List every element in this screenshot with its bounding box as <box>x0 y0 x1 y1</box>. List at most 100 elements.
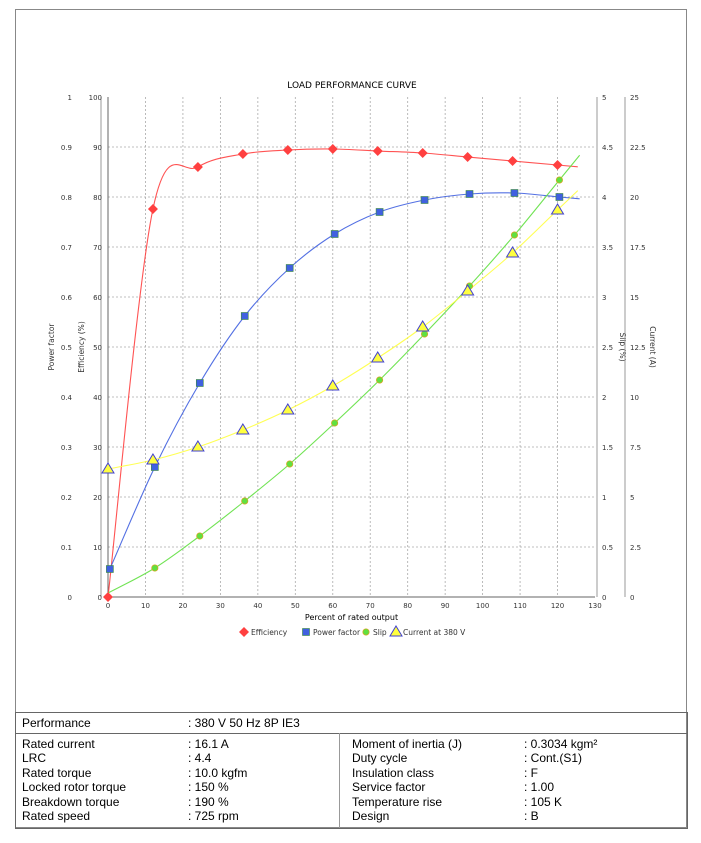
pf-axis-label: Power factor <box>47 323 56 371</box>
x-tick-label: 40 <box>253 602 262 610</box>
data-point <box>460 284 475 296</box>
x-tick-label: 60 <box>328 602 337 610</box>
cur-tick-label: 10 <box>630 394 639 402</box>
cur-tick-label: 20 <box>630 194 639 202</box>
data-point <box>372 146 383 156</box>
spec-value: : 0.3034 kgm² <box>524 737 598 751</box>
spec-label: Rated torque <box>22 765 92 780</box>
x-tick-label: 10 <box>141 602 150 610</box>
x-axis-label: Percent of rated output <box>305 613 398 622</box>
spec-label: Duty cycle <box>352 751 408 766</box>
pf-tick-label: 0.9 <box>61 144 72 152</box>
data-point <box>462 152 473 162</box>
pf-tick-label: 0.4 <box>61 394 73 402</box>
eff-tick-label: 30 <box>93 444 102 452</box>
slip-tick-label: 1 <box>602 494 606 502</box>
slip-axis-label: Slip (%) <box>618 332 627 361</box>
cur-tick-label: 17.5 <box>630 244 646 252</box>
cur-tick-label: 22.5 <box>630 144 646 152</box>
spec-value: : B <box>524 809 539 823</box>
data-point <box>280 403 295 415</box>
slip-tick-label: 3 <box>602 294 606 302</box>
data-point <box>286 460 294 468</box>
data-point <box>331 419 339 427</box>
x-tick-label: 100 <box>476 602 489 610</box>
legend-label: Power factor <box>313 628 361 637</box>
pf-tick-label: 0.2 <box>61 494 72 502</box>
eff-tick-label: 50 <box>93 344 102 352</box>
x-tick-label: 90 <box>441 602 450 610</box>
x-tick-label: 110 <box>513 602 526 610</box>
performance-row: Performance : 380 V 50 Hz 8P IE3 <box>16 713 687 734</box>
x-tick-label: 120 <box>551 602 564 610</box>
data-point <box>376 376 384 384</box>
data-point <box>420 196 429 204</box>
cur-tick-label: 25 <box>630 94 639 102</box>
slip-tick-label: 0.5 <box>602 544 613 552</box>
spec-value: : Cont.(S1) <box>524 751 583 766</box>
data-point <box>146 453 160 465</box>
spec-value: : 16.1 A <box>188 737 229 751</box>
legend-label: Current at 380 V <box>403 628 466 637</box>
spec-label: Insulation class <box>352 765 435 780</box>
spec-label: Breakdown torque <box>22 794 120 809</box>
spec-label: Design <box>352 809 390 823</box>
performance-label: Performance <box>22 716 91 730</box>
pf-tick-label: 0.7 <box>61 244 72 252</box>
legend-marker <box>302 628 310 636</box>
data-point <box>240 312 249 320</box>
x-tick-label: 30 <box>216 602 225 610</box>
spec-value: : 150 % <box>188 780 229 795</box>
spec-value: : 190 % <box>188 794 229 809</box>
data-point <box>507 156 518 166</box>
spec-label: Locked rotor torque <box>22 780 127 795</box>
data-point <box>147 204 158 214</box>
data-point <box>465 190 474 198</box>
data-point <box>195 379 204 387</box>
data-point <box>237 149 248 159</box>
eff-tick-label: 10 <box>93 544 102 552</box>
data-point <box>241 497 249 505</box>
pf-tick-label: 0.8 <box>61 194 72 202</box>
slip-tick-label: 4 <box>602 194 607 202</box>
spec-value: : 105 K <box>524 794 563 809</box>
eff-tick-label: 0 <box>98 594 102 602</box>
legend-label: Efficiency <box>251 628 288 637</box>
data-point <box>510 189 519 197</box>
eff-tick-label: 40 <box>93 394 102 402</box>
pf-tick-label: 0 <box>68 594 72 602</box>
cur-axis-label: Current (A) <box>648 326 657 368</box>
spec-table: Performance : 380 V 50 Hz 8P IE3 Rated c… <box>15 712 688 829</box>
data-point <box>415 320 430 332</box>
performance-value: : 380 V 50 Hz 8P IE3 <box>188 716 300 730</box>
slip-tick-label: 5 <box>602 94 606 102</box>
data-point <box>555 176 563 184</box>
data-point <box>285 264 294 272</box>
spec-label: LRC <box>22 751 47 766</box>
data-point <box>192 162 203 172</box>
chart-title: LOAD PERFORMANCE CURVE <box>287 81 417 91</box>
data-point <box>282 145 293 155</box>
x-tick-label: 80 <box>403 602 412 610</box>
x-tick-label: 70 <box>366 602 375 610</box>
data-point <box>510 231 519 239</box>
spec-value: : 4.4 <box>188 751 212 766</box>
spec-value: : F <box>524 765 538 780</box>
eff-tick-label: 80 <box>93 194 102 202</box>
eff-tick-label: 90 <box>93 144 102 152</box>
data-point <box>552 160 563 170</box>
x-tick-label: 130 <box>588 602 601 610</box>
pf-tick-label: 0.1 <box>61 544 72 552</box>
x-tick-label: 50 <box>291 602 300 610</box>
data-point <box>151 564 159 572</box>
pf-tick-label: 1 <box>68 94 72 102</box>
data-point <box>555 193 564 201</box>
data-point <box>330 230 339 238</box>
spec-label: Service factor <box>352 780 426 795</box>
eff-tick-label: 70 <box>93 244 102 252</box>
slip-tick-label: 2 <box>602 394 606 402</box>
data-point <box>505 246 520 258</box>
spec-label: Rated speed <box>22 809 91 823</box>
data-point <box>375 208 384 216</box>
